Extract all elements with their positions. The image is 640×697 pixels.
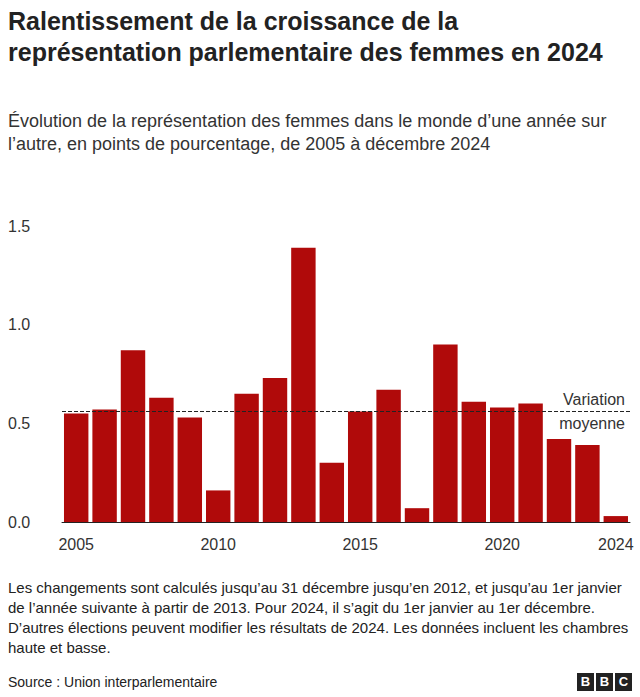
html-text:Les changements sont calculés: Les changements sont calculés jusqu’au 3… — [8, 579, 629, 656]
svg-text:2005: 2005 — [58, 536, 94, 553]
svg-text:2020: 2020 — [484, 536, 520, 553]
svg-text:2015: 2015 — [342, 536, 378, 553]
html-text:C: C — [618, 674, 629, 689]
svg-text:Variation: Variation — [563, 391, 625, 408]
svg-text:0.5: 0.5 — [8, 415, 30, 432]
html-text:B: B — [580, 674, 591, 689]
svg-text:0.0: 0.0 — [8, 514, 30, 531]
svg-text:2010: 2010 — [200, 536, 236, 553]
svg-text:2024: 2024 — [598, 536, 634, 553]
svg-text:1.5: 1.5 — [8, 218, 30, 235]
svg-text:1.0: 1.0 — [8, 316, 30, 333]
html-text:Ralentissement de la croissanc: Ralentissement de la croissance de la re… — [8, 7, 603, 66]
html-text:B: B — [599, 674, 610, 689]
svg-text:moyenne: moyenne — [559, 415, 625, 432]
html-text:Source : Union interparlementa: Source : Union interparlementaire — [8, 674, 218, 690]
html-text:Évolution de la représentation: Évolution de la représentation des femme… — [8, 111, 607, 154]
